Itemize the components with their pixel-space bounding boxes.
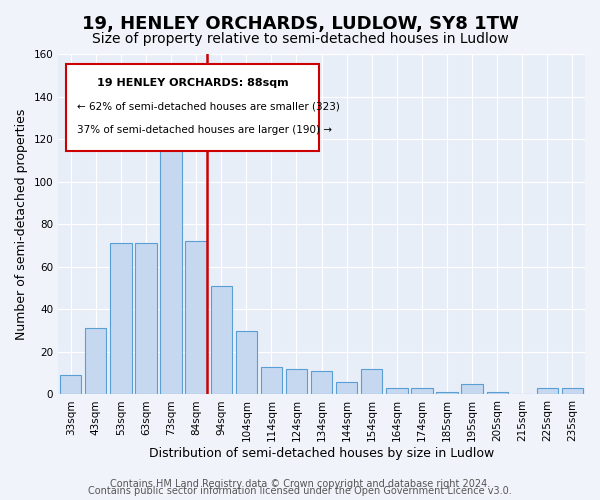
Bar xyxy=(261,367,282,394)
Bar xyxy=(361,369,382,394)
X-axis label: Distribution of semi-detached houses by size in Ludlow: Distribution of semi-detached houses by … xyxy=(149,447,494,460)
Bar xyxy=(411,388,433,394)
FancyBboxPatch shape xyxy=(66,64,319,151)
Y-axis label: Number of semi-detached properties: Number of semi-detached properties xyxy=(15,108,28,340)
Text: ← 62% of semi-detached houses are smaller (323): ← 62% of semi-detached houses are smalle… xyxy=(77,102,340,112)
Bar xyxy=(110,244,131,394)
Text: 37% of semi-detached houses are larger (190) →: 37% of semi-detached houses are larger (… xyxy=(77,126,332,136)
Bar xyxy=(160,130,182,394)
Text: Contains public sector information licensed under the Open Government Licence v3: Contains public sector information licen… xyxy=(88,486,512,496)
Bar xyxy=(60,376,82,394)
Bar xyxy=(185,242,207,394)
Bar xyxy=(461,384,483,394)
Bar xyxy=(436,392,458,394)
Bar xyxy=(336,382,358,394)
Bar xyxy=(211,286,232,395)
Bar xyxy=(537,388,558,394)
Text: Contains HM Land Registry data © Crown copyright and database right 2024.: Contains HM Land Registry data © Crown c… xyxy=(110,479,490,489)
Bar xyxy=(85,328,106,394)
Bar xyxy=(311,371,332,394)
Bar xyxy=(236,330,257,394)
Bar xyxy=(562,388,583,394)
Bar xyxy=(136,244,157,394)
Text: 19 HENLEY ORCHARDS: 88sqm: 19 HENLEY ORCHARDS: 88sqm xyxy=(97,78,289,88)
Bar xyxy=(487,392,508,394)
Bar xyxy=(286,369,307,394)
Text: 19, HENLEY ORCHARDS, LUDLOW, SY8 1TW: 19, HENLEY ORCHARDS, LUDLOW, SY8 1TW xyxy=(82,15,518,33)
Bar xyxy=(386,388,407,394)
Text: Size of property relative to semi-detached houses in Ludlow: Size of property relative to semi-detach… xyxy=(92,32,508,46)
